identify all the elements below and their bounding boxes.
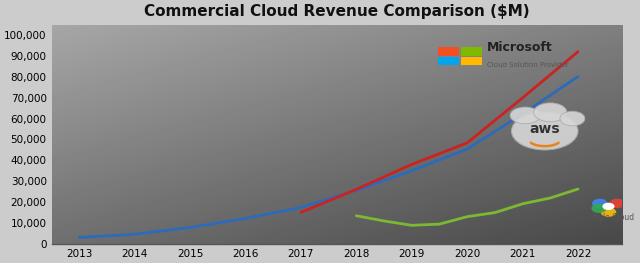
Ellipse shape: [609, 199, 625, 208]
Ellipse shape: [602, 203, 614, 210]
Ellipse shape: [592, 199, 607, 208]
Text: aws: aws: [529, 122, 560, 136]
Ellipse shape: [591, 204, 607, 213]
Ellipse shape: [511, 112, 578, 150]
Ellipse shape: [510, 107, 541, 124]
Ellipse shape: [534, 103, 567, 122]
Text: Cloud Solution Provider: Cloud Solution Provider: [487, 62, 569, 68]
Text: Google Cloud: Google Cloud: [583, 213, 634, 222]
Title: Commercial Cloud Revenue Comparison ($M): Commercial Cloud Revenue Comparison ($M): [144, 4, 530, 19]
Ellipse shape: [560, 111, 585, 126]
Text: Microsoft: Microsoft: [487, 41, 553, 54]
Ellipse shape: [601, 208, 616, 217]
